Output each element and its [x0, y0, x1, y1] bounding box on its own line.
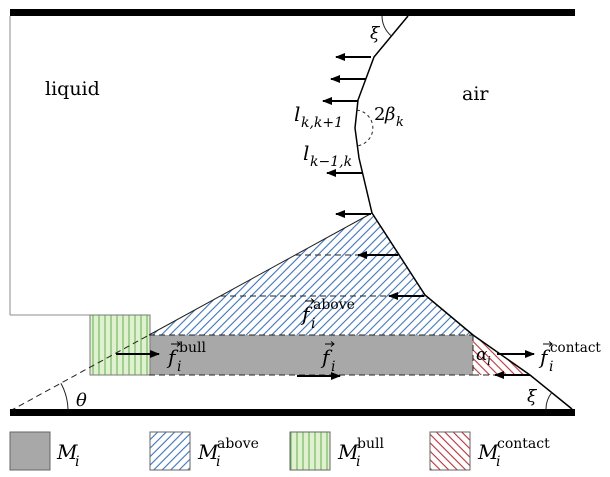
segment-subscript: k,k+1 — [301, 115, 343, 131]
force-superscript: bull — [179, 340, 206, 356]
legend-subscript: i — [216, 454, 220, 470]
force-superscript: contact — [550, 340, 601, 356]
two-beta-angle-arc — [357, 110, 373, 146]
legend-superscript: bull — [357, 436, 384, 452]
force-superscript: above — [313, 297, 355, 313]
legend-swatch-above — [150, 432, 190, 470]
force-subscript: i — [311, 316, 315, 332]
legend-item-contact: M i contact — [430, 432, 550, 470]
legend-swatch-slice — [10, 432, 50, 470]
xi-top-label: ξ — [370, 24, 381, 44]
xi-bottom-angle-arc — [546, 393, 552, 409]
air-label: air — [462, 83, 489, 105]
bull-region — [90, 315, 150, 375]
legend-swatch-bull — [290, 432, 330, 470]
legend-superscript: above — [217, 436, 259, 452]
legend-subscript: i — [356, 454, 360, 470]
xi-bottom-label: ξ — [527, 387, 538, 407]
segment-subscript: k−1,k — [310, 154, 352, 170]
theta-label: θ — [76, 390, 87, 411]
alpha-subscript: i — [487, 354, 491, 368]
force-subscript: i — [331, 359, 335, 375]
theta-angle-arc — [61, 383, 68, 411]
two-beta-label: 2 β k — [374, 104, 404, 130]
force-subscript: i — [549, 359, 553, 375]
force-label-contact: f i contact — [538, 340, 601, 375]
two-beta-coefficient: 2 — [374, 104, 385, 125]
legend-subscript: i — [496, 454, 500, 470]
bottom-wall — [10, 409, 575, 416]
legend-superscript: contact — [497, 436, 550, 452]
legend-item-above: M i above — [150, 432, 259, 470]
legend-item-bull: M i bull — [290, 432, 384, 470]
segment-symbol: l — [294, 102, 300, 126]
force-subscript: i — [177, 359, 181, 375]
legend-item-slice: M i — [10, 432, 79, 470]
legend: M i M i above M i bull M i contact — [10, 432, 550, 470]
legend-subscript: i — [75, 454, 79, 470]
liquid-label: liquid — [45, 78, 100, 100]
two-beta-subscript: k — [396, 115, 404, 130]
segment-symbol: l — [303, 141, 309, 165]
two-beta-symbol: β — [384, 104, 395, 125]
top-wall — [10, 9, 575, 16]
legend-swatch-contact — [430, 432, 470, 470]
